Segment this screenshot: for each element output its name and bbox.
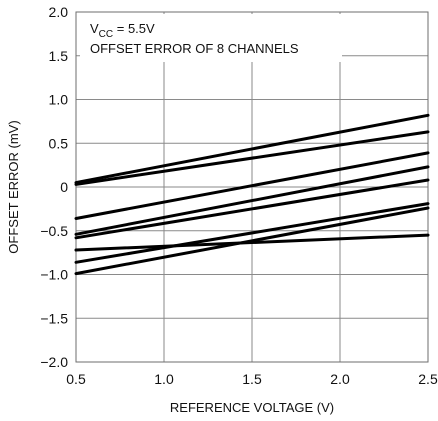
channels-note: OFFSET ERROR OF 8 CHANNELS — [90, 41, 299, 56]
y-tick-label: 1.5 — [49, 48, 69, 64]
channel-7-line — [74, 202, 430, 264]
channel-1-line — [74, 113, 430, 185]
x-axis-label: REFERENCE VOLTAGE (V) — [170, 400, 334, 415]
y-tick-label: 0 — [60, 179, 68, 195]
y-axis-label: OFFSET ERROR (mV) — [6, 120, 21, 253]
x-tick-label: 1.5 — [242, 371, 262, 387]
plot-frame — [75, 11, 429, 363]
channel-6-line — [74, 233, 430, 252]
channel-3-line — [74, 151, 430, 220]
y-tick-label: −2.0 — [40, 354, 68, 370]
annotation-background — [80, 14, 342, 62]
x-tick-label: 2.5 — [418, 371, 438, 387]
supply-voltage-label: VCC = 5.5V — [90, 21, 155, 40]
y-tick-label: −1.5 — [40, 310, 68, 326]
channel-2-line — [74, 130, 430, 186]
x-tick-label: 2.0 — [330, 371, 350, 387]
channel-4-line — [74, 165, 430, 236]
x-tick-label: 1.0 — [154, 371, 174, 387]
channel-8-line — [74, 206, 430, 276]
y-tick-label: 1.0 — [49, 92, 69, 108]
y-tick-label: 2.0 — [49, 4, 69, 20]
x-tick-label: 0.5 — [66, 371, 86, 387]
annotation: VCC = 5.5V OFFSET ERROR OF 8 CHANNELS — [80, 14, 342, 62]
y-tick-label: 0.5 — [49, 135, 69, 151]
y-tick-label: −1.0 — [40, 267, 68, 283]
y-tick-label: −0.5 — [40, 223, 68, 239]
series-layer — [74, 113, 430, 276]
tick-labels: 0.5 1.0 1.5 2.0 2.5 2.0 1.5 1.0 0.5 0 −0.5 −1.0 −1.5… — [40, 4, 438, 387]
channel-5-line — [74, 178, 430, 240]
